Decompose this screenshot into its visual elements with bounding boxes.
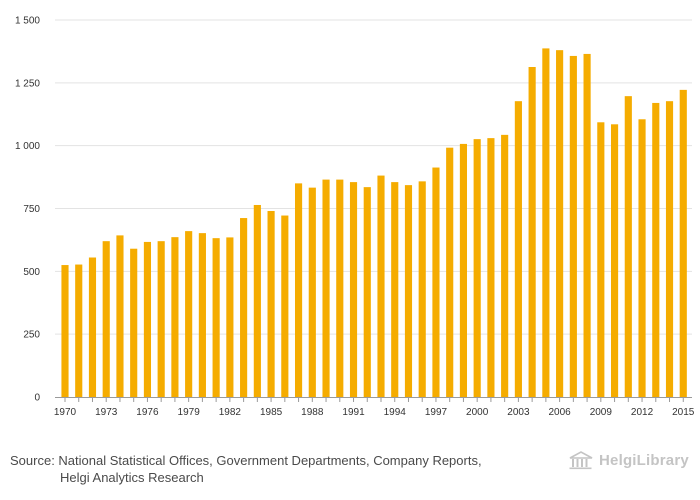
y-tick-label: 750 (23, 204, 40, 215)
bar (363, 187, 371, 397)
bar (556, 50, 564, 397)
bar (130, 248, 138, 397)
x-tick-label: 1979 (178, 407, 201, 418)
bar (665, 101, 674, 397)
y-tick-label: 250 (23, 330, 40, 341)
bar (212, 238, 220, 397)
bar (171, 237, 179, 397)
bar (432, 167, 440, 397)
bar (583, 53, 591, 398)
x-tick-label: 2006 (548, 407, 571, 418)
bar (157, 241, 165, 397)
bar (294, 183, 303, 397)
bar (349, 182, 358, 397)
bar (404, 185, 413, 397)
x-tick-label: 1973 (95, 407, 118, 418)
bar (528, 66, 536, 398)
bar (459, 143, 468, 397)
bar (185, 231, 193, 397)
x-tick-label: 1985 (260, 407, 283, 418)
x-tick-label: 1982 (219, 407, 242, 418)
bar (61, 265, 69, 397)
chart-area: 0 250 500 750 1 000 1 250 1 500 1970 1973 1976 19… (15, 16, 695, 419)
bar (542, 48, 550, 397)
bar (501, 134, 509, 398)
y-tick-labels: 0 250 500 750 1 000 1 250 1 500 (15, 16, 40, 404)
y-tick-label: 500 (23, 267, 40, 278)
bar (624, 96, 632, 398)
x-axis (55, 397, 692, 402)
x-tick-labels: 1970 1973 1976 1979 1982 1985 1988 1991 1994 1997… (54, 407, 695, 418)
bar (638, 119, 646, 397)
bar (88, 257, 97, 397)
bar (487, 138, 495, 398)
bar (377, 175, 385, 397)
x-tick-label: 2000 (466, 407, 489, 418)
bar (281, 215, 289, 397)
bar (569, 55, 577, 397)
bar (446, 147, 454, 397)
bar (240, 218, 248, 397)
source-line-1: Source: National Statistical Offices, Go… (10, 453, 482, 468)
x-tick-label: 1970 (54, 407, 77, 418)
x-tick-label: 1997 (425, 407, 448, 418)
brand-logo: HelgiLibrary (568, 449, 689, 471)
x-tick-label: 2003 (507, 407, 530, 418)
x-tick-label: 2009 (590, 407, 613, 418)
y-tick-label: 1 250 (15, 78, 40, 89)
bar (679, 89, 687, 397)
bar (75, 264, 83, 397)
bar (473, 139, 481, 397)
bar (198, 233, 206, 397)
x-tick-label: 1991 (342, 407, 365, 418)
source-note: Source: National Statistical Offices, Go… (10, 452, 530, 486)
bar (597, 122, 605, 397)
bar (322, 179, 330, 397)
brand-name: HelgiLibrary (599, 451, 689, 469)
bar (391, 182, 399, 397)
y-tick-label: 1 000 (15, 141, 40, 152)
x-tick-label: 2012 (631, 407, 654, 418)
bar (143, 241, 152, 397)
x-tick-label: 2015 (672, 407, 695, 418)
bar (308, 187, 316, 397)
library-building-icon (569, 451, 593, 470)
y-tick-label: 0 (34, 393, 40, 404)
source-line-2: Helgi Analytics Research (60, 470, 204, 485)
x-tick-label: 1994 (384, 407, 407, 418)
bars (61, 48, 687, 398)
bar (514, 101, 522, 397)
bar (610, 124, 619, 397)
bar (418, 181, 426, 397)
bar (116, 235, 124, 397)
bar (253, 204, 261, 397)
bar (226, 237, 234, 397)
bar (267, 211, 275, 397)
bar (336, 179, 344, 397)
bar (102, 241, 110, 397)
bar (652, 102, 660, 397)
x-tick-label: 1976 (136, 407, 159, 418)
y-tick-label: 1 500 (15, 16, 40, 27)
x-tick-label: 1988 (301, 407, 324, 418)
